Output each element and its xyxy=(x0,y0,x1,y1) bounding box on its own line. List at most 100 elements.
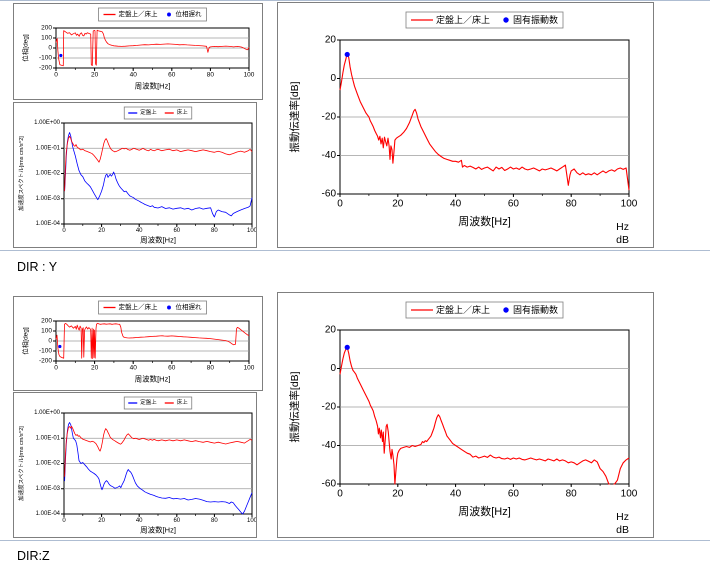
unit-hz-label: Hz xyxy=(616,221,629,233)
y-tick-label: 1.00E-03 xyxy=(36,196,61,202)
x-tick-label: 80 xyxy=(207,72,215,79)
series-定盤上／床上 xyxy=(55,322,250,359)
series-床上 xyxy=(64,425,253,477)
series-group xyxy=(55,322,250,359)
legend-label: 床上 xyxy=(177,108,189,116)
legend: 定盤上／床上 固有振動数 xyxy=(405,301,564,319)
legend: 定盤上 床上 xyxy=(123,396,193,410)
y-axis-title: 加速度スペクトル[rms cm/s^2] xyxy=(17,136,25,211)
x-tick-label: 40 xyxy=(450,489,462,500)
dir-y-transmissibility-chart: Hz dB 20 0 -20 -40 -60 0 20 40 60 80 100 周波数[Hz] 振動伝… xyxy=(277,2,654,248)
y-axis-title: 位相[deg] xyxy=(21,34,30,62)
legend: 定盤上 床上 xyxy=(123,106,193,120)
z-spec-chart-svg: 1.00E+00 1.00E-01 1.00E-02 1.00E-03 1.00E-04… xyxy=(17,396,256,535)
x-tick-label: 100 xyxy=(247,518,256,524)
x-axis-title: 周波数[Hz] xyxy=(458,215,511,228)
x-tick-label: 100 xyxy=(244,72,255,79)
y-tick-label: 1.00E+00 xyxy=(34,120,61,126)
x-tick-label: 20 xyxy=(91,365,99,372)
dir-y-acceleration-spectrum-chart: 1.00E+00 1.00E-01 1.00E-02 1.00E-03 1.00E-04… xyxy=(13,102,257,248)
legend-label: 定盤上／床上 xyxy=(119,302,159,311)
series-定盤上／床上 xyxy=(339,346,630,485)
z-transfer-chart-svg: 200-20-40-600 20 40 60 80 100周波数[Hz]振動伝達率[dB]… xyxy=(288,301,638,518)
series-group xyxy=(64,132,253,218)
x-tick-label: 20 xyxy=(392,199,404,210)
x-tick-label: 60 xyxy=(173,518,180,524)
series-床上 xyxy=(64,135,253,192)
legend-label: 位相遅れ xyxy=(176,302,203,311)
y-spec-chart-svg: 1.00E+00 1.00E-01 1.00E-02 1.00E-03 1.00E-04… xyxy=(17,106,256,245)
x-tick-label: 100 xyxy=(621,199,638,210)
legend: 定盤上／床上 固有振動数 xyxy=(405,11,564,29)
x-tick-label: 40 xyxy=(130,365,138,372)
x-tick-label: 0 xyxy=(54,365,58,372)
legend-label: 定盤上 xyxy=(140,108,157,116)
dir-z-phase-chart: 200 100 0 -100 -200 0 20 40 60 80 100 周波数[Hz] 位相[deg… xyxy=(13,296,263,391)
dir-z-label: DIR:Z xyxy=(17,549,50,563)
separator-line-middle xyxy=(0,250,710,251)
series-定盤上／床上 xyxy=(55,29,250,67)
y-tick-label: 1.00E-04 xyxy=(36,511,61,517)
legend-label: 定盤上／床上 xyxy=(436,304,490,315)
series-group xyxy=(55,29,250,67)
x-axis-title: 周波数[Hz] xyxy=(140,235,176,245)
y-tick-label: -20 xyxy=(322,112,337,123)
unit-note: Hz dB xyxy=(589,221,629,247)
separator-line-top xyxy=(0,0,710,1)
x-tick-label: 20 xyxy=(91,72,99,79)
x-tick-label: 60 xyxy=(508,199,520,210)
y-tick-label: 1.00E-02 xyxy=(36,461,61,467)
x-tick-label: 0 xyxy=(54,72,58,79)
legend-label: 位相遅れ xyxy=(176,9,203,18)
x-tick-label: 40 xyxy=(136,228,143,234)
y-axis-title: 位相[deg] xyxy=(21,327,30,355)
y-tick-label: 1.00E-02 xyxy=(36,171,61,177)
x-tick-label: 80 xyxy=(207,365,215,372)
y-tick-label: -100 xyxy=(39,55,52,62)
x-tick-label: 60 xyxy=(508,489,520,500)
x-tick-label: 100 xyxy=(247,228,256,234)
legend-label: 床上 xyxy=(177,398,189,406)
x-tick-label: 80 xyxy=(211,228,218,234)
series-group xyxy=(339,52,630,191)
y-axis-title: 加速度スペクトル[rms cm/s^2] xyxy=(17,426,25,501)
dir-y-label: DIR : Y xyxy=(17,260,58,274)
x-tick-label: 60 xyxy=(168,72,176,79)
y-tick-label: 1.00E-03 xyxy=(36,486,61,492)
dir-z-transmissibility-chart: Hz dB 20 0 -20 -40 -60 0 20 40 60 80 100 周波数[Hz] 振動伝… xyxy=(277,292,654,538)
x-tick-label: 0 xyxy=(337,489,343,500)
legend-label: 固有振動数 xyxy=(513,14,558,25)
y-tick-label: 1.00E+00 xyxy=(34,410,61,416)
unit-note: Hz dB xyxy=(589,511,629,537)
dir-y-phase-chart: 200 100 0 -100 -200 0 20 40 60 80 100 周波数[Hz] 位相[deg… xyxy=(13,3,263,100)
legend: 定盤上／床上 位相遅れ xyxy=(98,7,207,22)
x-axis-title: 周波数[Hz] xyxy=(135,81,171,91)
x-axis-title: 周波数[Hz] xyxy=(458,505,511,518)
y-axis-title: 振動伝達率[dB] xyxy=(288,371,301,442)
y-axis-title: 振動伝達率[dB] xyxy=(288,81,301,152)
legend-label: 定盤上 xyxy=(140,398,157,406)
y-tick-label: 20 xyxy=(325,325,337,336)
y-tick-label: 100 xyxy=(41,328,52,335)
y-tick-label: -60 xyxy=(322,479,337,490)
y-tick-label: 0 xyxy=(330,363,336,374)
x-tick-label: 20 xyxy=(98,518,105,524)
unit-db-label: dB xyxy=(616,524,629,536)
x-tick-label: 40 xyxy=(130,72,138,79)
x-tick-label: 80 xyxy=(566,489,578,500)
y-tick-label: 1.00E-04 xyxy=(36,221,61,227)
y-tick-label: -60 xyxy=(322,189,337,200)
y-tick-label: 20 xyxy=(325,35,337,46)
x-tick-label: 0 xyxy=(62,518,66,524)
y-tick-label: 0 xyxy=(48,45,52,52)
x-tick-label: 80 xyxy=(211,518,218,524)
y-tick-label: 0 xyxy=(330,73,336,84)
marker-point xyxy=(58,344,62,349)
series-group xyxy=(339,346,630,485)
x-tick-label: 100 xyxy=(244,365,255,372)
y-tick-label: 0 xyxy=(48,338,52,345)
legend-label: 定盤上／床上 xyxy=(436,14,490,25)
legend: 定盤上／床上 位相遅れ xyxy=(98,300,207,315)
